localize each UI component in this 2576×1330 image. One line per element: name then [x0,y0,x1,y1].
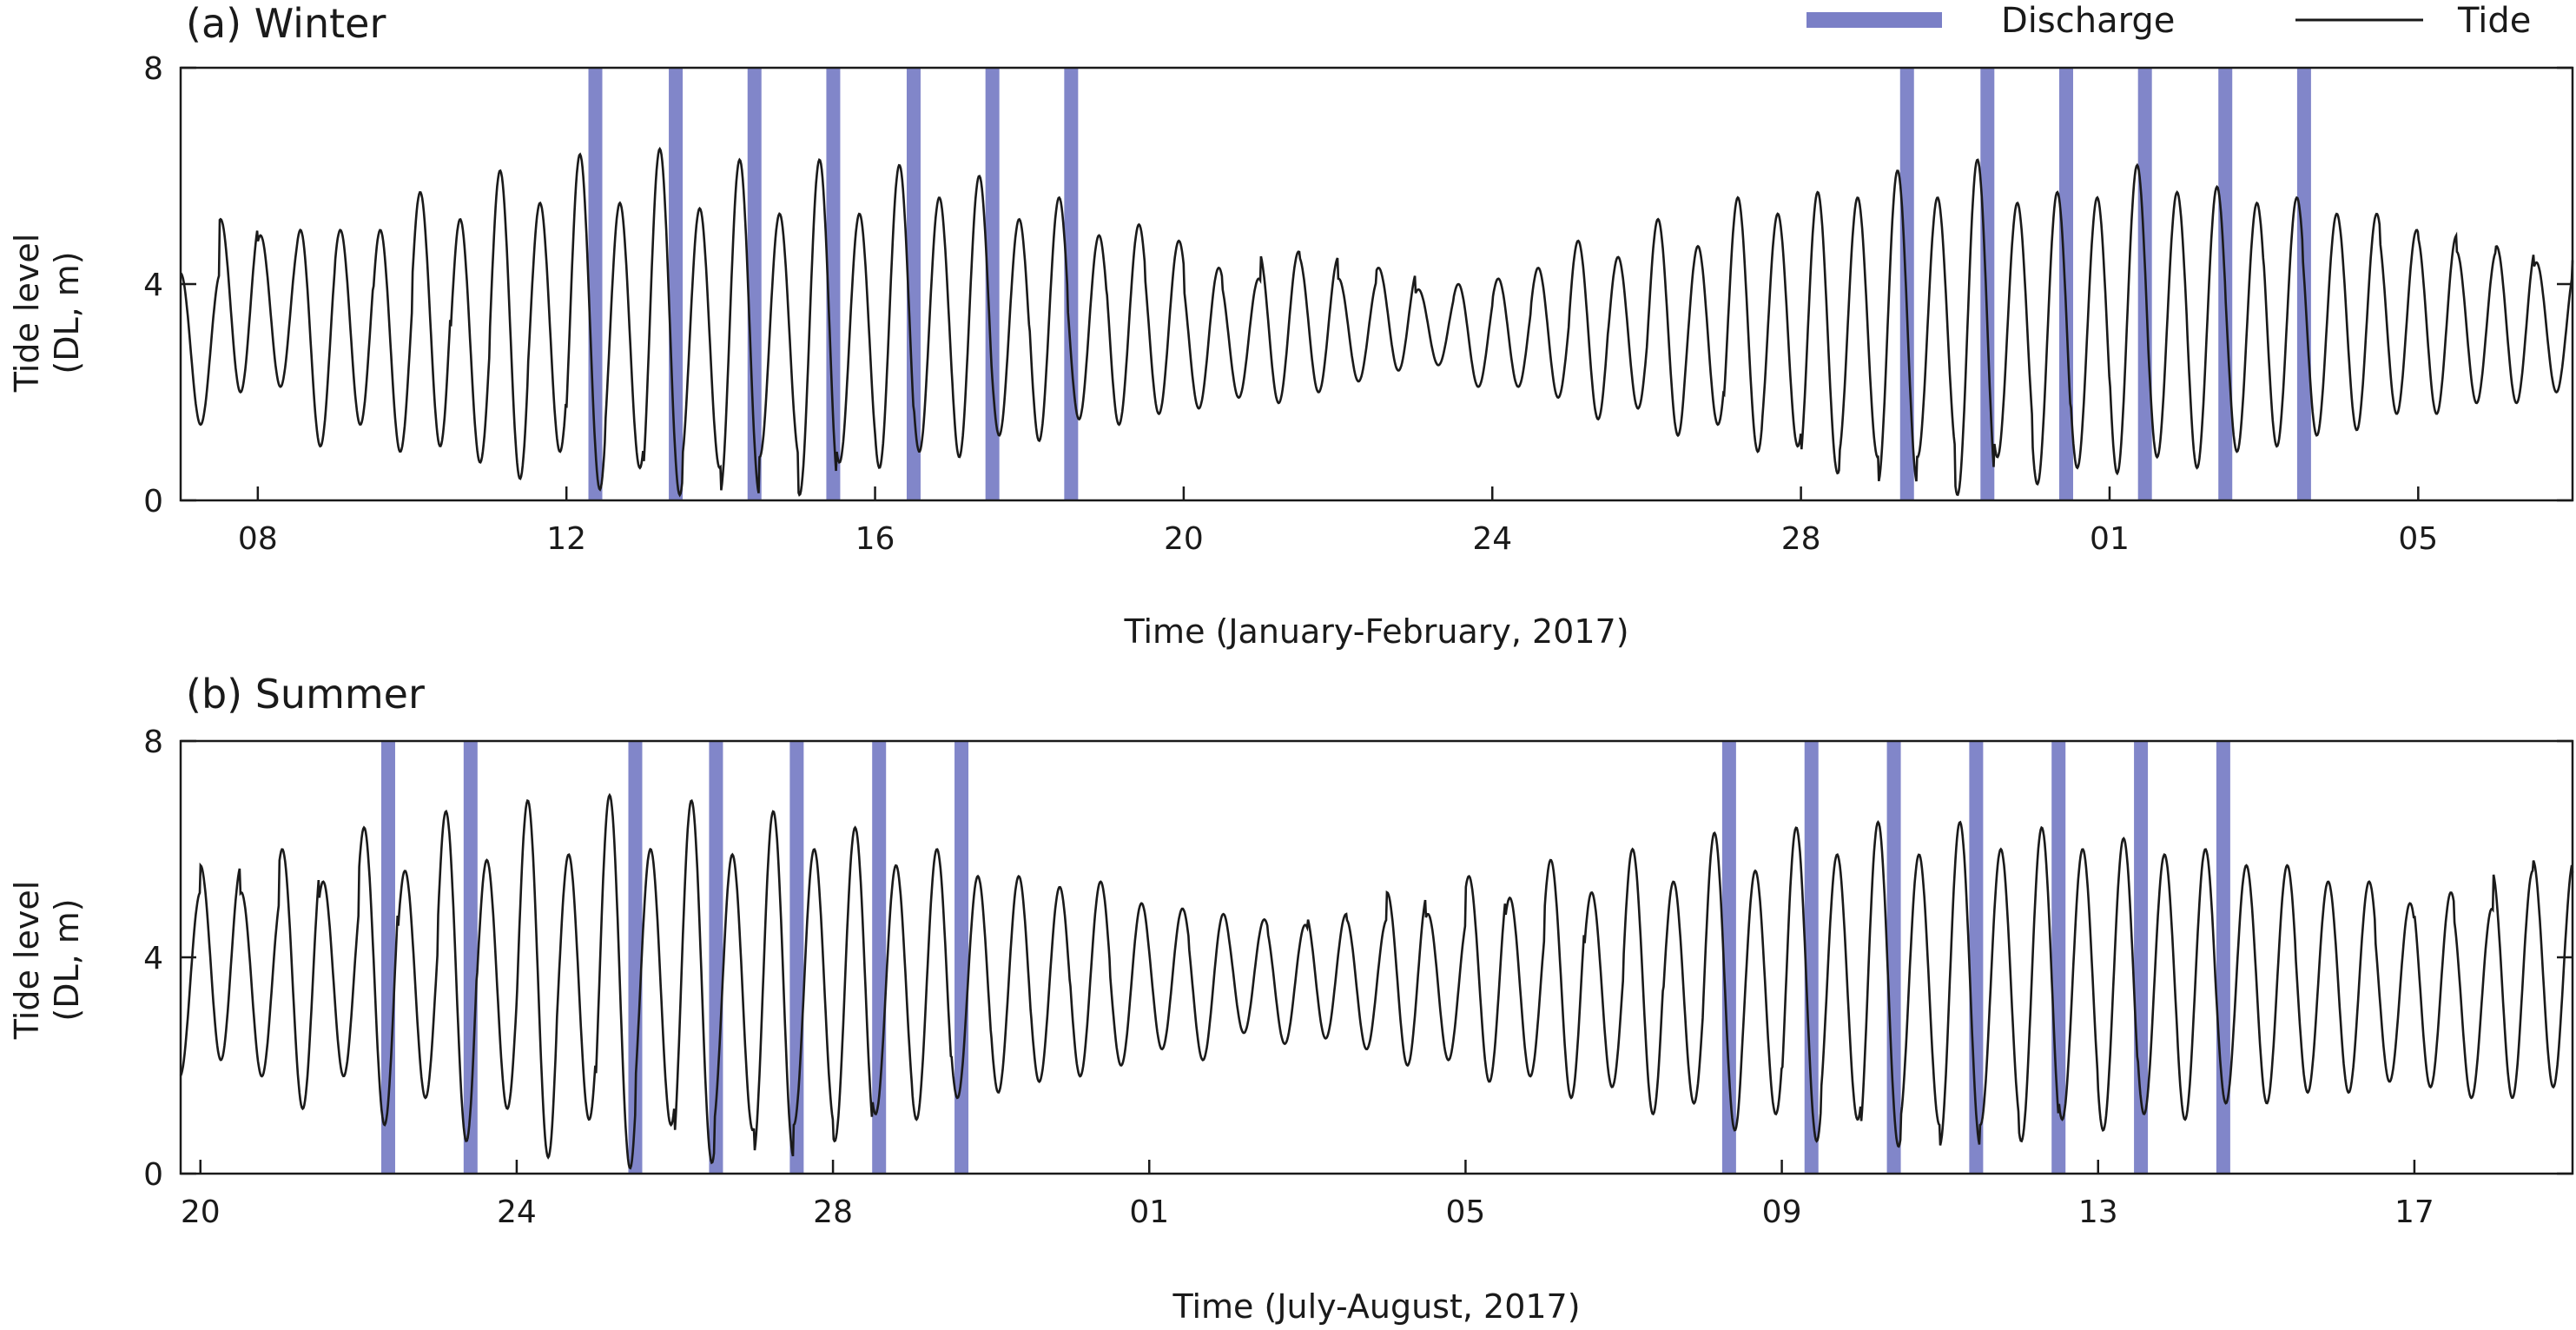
y-axis-label-line1: Tide level [8,234,46,394]
x-tick-label: 13 [2078,1194,2118,1230]
x-tick-label: 24 [1472,521,1512,557]
discharge-bar [954,741,969,1174]
legend: Discharge Tide [1807,1,2531,41]
x-tick-label: 17 [2394,1194,2434,1230]
tide-line [179,792,2574,1170]
discharge-bar [2058,68,2073,500]
x-tick-label: 28 [813,1194,853,1230]
discharge-bar [2216,741,2230,1174]
x-axis-label: Time (January-February, 2017) [1123,612,1628,651]
x-tick-label: 24 [497,1194,537,1230]
y-axis-label: Tide level (DL, m) [8,234,86,394]
x-tick-label: 20 [1164,521,1204,557]
discharge-bar [1886,741,1901,1174]
discharge-bar [628,741,643,1174]
x-tick-label: 01 [1129,1194,1169,1230]
y-tick-label: 8 [143,725,163,760]
panel-title: (b) Summer [186,671,425,718]
y-tick-label: 4 [143,941,163,976]
x-tick-label: 01 [2090,521,2130,557]
discharge-bar [669,68,684,500]
discharge-bar [906,68,921,500]
y-axis-label-line2: (DL, m) [48,251,86,374]
y-ticks: 0 4 8 [143,725,2573,1193]
x-tick-label: 05 [1446,1194,1486,1230]
legend-discharge-label: Discharge [2001,1,2175,41]
y-tick-label: 8 [143,51,163,87]
y-tick-label: 0 [143,484,163,519]
x-ticks: 20 24 28 01 05 09 13 17 [181,1160,2434,1230]
x-ticks: 08 12 16 20 24 28 01 05 [238,486,2438,557]
x-axis-label: Time (July-August, 2017) [1172,1287,1580,1326]
x-tick-label: 20 [181,1194,221,1230]
legend-tide-label: Tide [2457,1,2531,41]
panel-summer: (b) Summer Tide level (DL, m) 0 4 8 20 24 28… [8,671,2574,1326]
y-tick-label: 0 [143,1157,163,1193]
panel-winter: (a) Winter Tide level (DL, m) 0 4 8 08 12 16… [8,0,2574,651]
x-tick-label: 16 [855,521,895,557]
discharge-bar [1721,741,1736,1174]
x-tick-label: 12 [546,521,586,557]
discharge-bar [985,68,1000,500]
x-tick-label: 28 [1781,521,1821,557]
x-tick-label: 08 [238,521,278,557]
y-axis-label-line1: Tide level [8,881,46,1041]
x-tick-label: 05 [2398,521,2438,557]
tide-line [180,146,2574,498]
y-tick-label: 4 [143,268,163,303]
x-tick-label: 09 [1762,1194,1802,1230]
discharge-bar [463,741,478,1174]
discharge-bars [588,68,2311,500]
discharge-bar [826,68,841,500]
discharge-bar [1804,741,1819,1174]
panel-title: (a) Winter [186,0,386,47]
y-axis-label: Tide level (DL, m) [8,881,86,1041]
legend-discharge-swatch [1807,12,1942,28]
y-axis-label-line2: (DL, m) [48,898,86,1021]
y-ticks: 0 4 8 [143,51,2573,519]
